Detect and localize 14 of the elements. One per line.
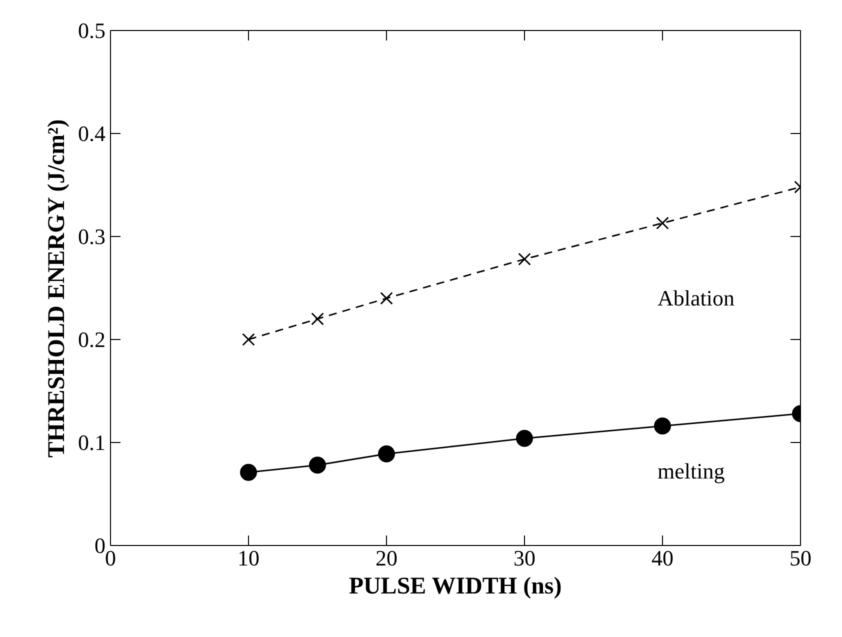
y-axis-title: THRESHOLD ENERGY (J/cm²) xyxy=(44,119,70,458)
y-tick-label: 0.2 xyxy=(78,327,106,352)
y-tick-label: 0.5 xyxy=(78,18,106,43)
y-tick-label: 0.4 xyxy=(78,121,106,146)
y-tick-label: 0.3 xyxy=(78,224,106,249)
x-axis-title: PULSE WIDTH (ns) xyxy=(348,574,562,600)
x-tick-label: 30 xyxy=(514,546,536,570)
x-tick-label: 10 xyxy=(238,546,260,570)
x-tick-label: 40 xyxy=(652,546,674,570)
y-tick-label: 0.1 xyxy=(78,430,106,455)
annotation: Ablation xyxy=(658,286,734,311)
x-tick-label: 50 xyxy=(790,546,812,570)
x-tick-label: 20 xyxy=(376,546,398,570)
annotation: melting xyxy=(658,458,725,484)
